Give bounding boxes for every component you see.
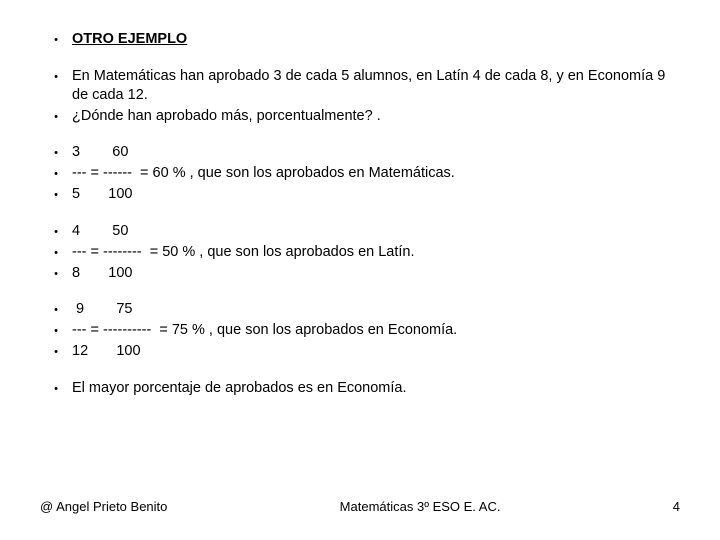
calc2-bot: • 8 100 [40, 264, 680, 283]
calc1-denominator: 5 100 [72, 185, 680, 204]
slide-title: OTRO EJEMPLO [72, 30, 680, 49]
slide-content: • OTRO EJEMPLO • En Matemáticas han apro… [40, 30, 680, 398]
problem-text-1: En Matemáticas han aprobado 3 de cada 5 … [72, 67, 680, 105]
bullet: • [40, 342, 72, 359]
bullet: • [40, 222, 72, 239]
bullet: • [40, 264, 72, 281]
calc3-mid: • --- = ---------- = 75 % , que son los … [40, 321, 680, 340]
bullet: • [40, 107, 72, 124]
title-row: • OTRO EJEMPLO [40, 30, 680, 49]
conclusion-text: El mayor porcentaje de aprobados es en E… [72, 379, 680, 398]
problem-row-1: • En Matemáticas han aprobado 3 de cada … [40, 67, 680, 105]
calc3-equation: --- = ---------- = 75 % , que son los ap… [72, 321, 680, 340]
calc1-equation: --- = ------ = 60 % , que son los aproba… [72, 164, 680, 183]
bullet: • [40, 164, 72, 181]
calc2-equation: --- = -------- = 50 % , que son los apro… [72, 243, 680, 262]
footer-subject: Matemáticas 3º ESO E. AC. [167, 499, 672, 514]
bullet: • [40, 321, 72, 338]
conclusion-row: • El mayor porcentaje de aprobados es en… [40, 379, 680, 398]
calc1-bot: • 5 100 [40, 185, 680, 204]
calc1-top: • 3 60 [40, 143, 680, 162]
calc3-denominator: 12 100 [72, 342, 680, 361]
bullet: • [40, 243, 72, 260]
calc2-numerator: 4 50 [72, 222, 680, 241]
calc3-bot: • 12 100 [40, 342, 680, 361]
bullet: • [40, 67, 72, 84]
footer-page-number: 4 [673, 499, 680, 514]
calc2-denominator: 8 100 [72, 264, 680, 283]
problem-text-2: ¿Dónde han aprobado más, porcentualmente… [72, 107, 680, 126]
calc2-mid: • --- = -------- = 50 % , que son los ap… [40, 243, 680, 262]
calc2-top: • 4 50 [40, 222, 680, 241]
bullet: • [40, 379, 72, 396]
problem-row-2: • ¿Dónde han aprobado más, porcentualmen… [40, 107, 680, 126]
bullet: • [40, 143, 72, 160]
bullet: • [40, 300, 72, 317]
footer-author: @ Angel Prieto Benito [40, 499, 167, 514]
calc3-top: • 9 75 [40, 300, 680, 319]
bullet: • [40, 30, 72, 47]
calc1-mid: • --- = ------ = 60 % , que son los apro… [40, 164, 680, 183]
bullet: • [40, 185, 72, 202]
slide-footer: @ Angel Prieto Benito Matemáticas 3º ESO… [40, 499, 680, 514]
calc1-numerator: 3 60 [72, 143, 680, 162]
calc3-numerator: 9 75 [72, 300, 680, 319]
